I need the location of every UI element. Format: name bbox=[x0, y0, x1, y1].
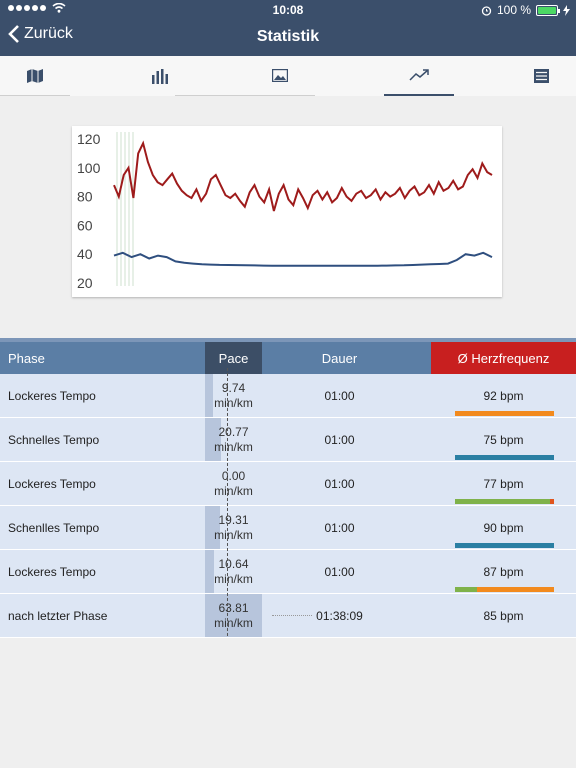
battery-icon bbox=[536, 4, 560, 16]
y-tick-label: 80 bbox=[77, 189, 93, 205]
status-bar: 10:08 100 % bbox=[0, 0, 576, 20]
pace-value: 10.64 bbox=[218, 556, 249, 571]
status-time: 10:08 bbox=[272, 3, 304, 17]
dauer-value: 01:00 bbox=[324, 432, 355, 447]
pace-unit: min/km bbox=[214, 439, 253, 454]
bar-chart-icon bbox=[152, 68, 168, 84]
y-tick-label: 100 bbox=[77, 160, 101, 176]
dauer-value: 01:00 bbox=[324, 564, 355, 579]
pace-value: 20.77 bbox=[218, 424, 249, 439]
dauer-value: 01:00 bbox=[324, 520, 355, 535]
heart-rate-zone-bar bbox=[455, 455, 554, 460]
charging-icon bbox=[563, 4, 570, 16]
list-icon bbox=[533, 69, 549, 83]
map-icon bbox=[27, 68, 43, 83]
heart-rate-zone-bar bbox=[455, 411, 554, 416]
header-phase[interactable]: Phase bbox=[8, 350, 45, 366]
status-left bbox=[8, 3, 66, 13]
pace-cell: 10.64 min/km bbox=[205, 550, 262, 593]
series-line bbox=[113, 140, 493, 212]
back-button[interactable]: Zurück bbox=[8, 25, 73, 43]
heart-rate-value: 90 bpm bbox=[483, 520, 524, 535]
table-row[interactable]: Schenlles Tempo 19.31 min/km 01:00 90 bpm bbox=[0, 506, 576, 550]
heart-rate-zone-bar bbox=[455, 587, 554, 592]
pace-unit: min/km bbox=[214, 615, 253, 630]
tab-bars[interactable] bbox=[125, 56, 195, 96]
phase-name: Lockeres Tempo bbox=[8, 388, 96, 403]
header-pace[interactable]: Pace bbox=[205, 342, 262, 374]
navigation-bar: Zurück Statistik bbox=[0, 20, 576, 56]
pace-cell: 20.77 min/km bbox=[205, 418, 262, 461]
header-dauer[interactable]: Dauer bbox=[321, 350, 358, 366]
pace-unit: min/km bbox=[214, 527, 253, 542]
dauer-value: 01:00 bbox=[324, 476, 355, 491]
dauer-value: 01:00 bbox=[324, 388, 355, 403]
heart-rate-value: 77 bpm bbox=[483, 476, 524, 491]
pace-cell: 9.74 min/km bbox=[205, 374, 262, 417]
phase-table: Phase Pace Dauer Ø Herzfrequenz Lockeres… bbox=[0, 338, 576, 638]
pace-cell: 0.00 min/km bbox=[205, 462, 262, 505]
signal-icon bbox=[8, 5, 46, 11]
series-line bbox=[113, 251, 493, 267]
heart-rate-zone-bar bbox=[455, 543, 554, 548]
pace-unit: min/km bbox=[214, 483, 253, 498]
table-body: Lockeres Tempo 9.74 min/km 01:00 92 bpm Schne… bbox=[0, 374, 576, 638]
heart-rate-zone-bar bbox=[455, 499, 554, 504]
back-label: Zurück bbox=[24, 25, 73, 42]
y-tick-label: 120 bbox=[77, 131, 101, 147]
tab-map[interactable] bbox=[0, 56, 70, 96]
tab-divider bbox=[175, 56, 245, 96]
phase-name: nach letzter Phase bbox=[8, 608, 108, 623]
tab-trend[interactable] bbox=[384, 56, 454, 96]
battery-percent: 100 % bbox=[496, 3, 531, 17]
pace-bar bbox=[205, 594, 262, 637]
heart-rate-chart: 120 100 80 60 40 20 bbox=[72, 126, 502, 297]
phase-name: Schnelles Tempo bbox=[8, 432, 100, 447]
pace-cell: 63.81 min/km bbox=[205, 594, 262, 637]
pace-bar bbox=[205, 374, 213, 417]
table-row[interactable]: Lockeres Tempo 10.64 min/km 01:00 87 bpm bbox=[0, 550, 576, 594]
wifi-icon bbox=[52, 3, 66, 13]
trend-line-icon bbox=[409, 69, 429, 81]
dotted-connector bbox=[272, 615, 312, 616]
phase-name: Schenlles Tempo bbox=[8, 520, 100, 535]
pace-cell: 19.31 min/km bbox=[205, 506, 262, 549]
heart-rate-value: 75 bpm bbox=[483, 432, 524, 447]
y-tick-label: 20 bbox=[77, 275, 93, 291]
table-row[interactable]: Lockeres Tempo 0.00 min/km 01:00 77 bpm bbox=[0, 462, 576, 506]
table-header: Phase Pace Dauer Ø Herzfrequenz bbox=[0, 338, 576, 374]
dauer-value: 01:38:09 bbox=[316, 608, 363, 623]
y-tick-label: 60 bbox=[77, 217, 93, 233]
pace-value: 19.31 bbox=[218, 512, 249, 527]
pace-reference-line bbox=[227, 368, 228, 636]
table-row[interactable]: nach letzter Phase 63.81 min/km 01:38:09 85 … bbox=[0, 594, 576, 638]
pace-bar bbox=[205, 550, 214, 593]
phase-name: Lockeres Tempo bbox=[8, 564, 96, 579]
heart-rate-value: 85 bpm bbox=[483, 608, 524, 623]
pace-bar bbox=[205, 506, 220, 549]
tab-bar bbox=[0, 56, 576, 96]
pace-value: 9.74 bbox=[221, 380, 246, 395]
y-tick-label: 40 bbox=[77, 246, 93, 262]
image-icon bbox=[272, 69, 288, 82]
status-right: 100 % bbox=[481, 3, 570, 17]
pace-value: 0.00 bbox=[221, 468, 246, 483]
heart-rate-value: 87 bpm bbox=[483, 564, 524, 579]
heart-rate-value: 92 bpm bbox=[483, 388, 524, 403]
tab-image[interactable] bbox=[245, 56, 315, 96]
table-row[interactable]: Lockeres Tempo 9.74 min/km 01:00 92 bpm bbox=[0, 374, 576, 418]
header-heart-rate[interactable]: Ø Herzfrequenz bbox=[431, 342, 576, 374]
pace-bar bbox=[205, 418, 221, 461]
pace-value: 63.81 bbox=[218, 600, 249, 615]
alarm-icon bbox=[481, 5, 492, 16]
phase-name: Lockeres Tempo bbox=[8, 476, 96, 491]
pace-unit: min/km bbox=[214, 571, 253, 586]
chevron-left-icon bbox=[8, 25, 19, 43]
pace-unit: min/km bbox=[214, 395, 253, 410]
page-title: Statistik bbox=[256, 28, 320, 45]
tab-list[interactable] bbox=[506, 56, 576, 96]
chart-canvas: 120 100 80 60 40 20 bbox=[77, 131, 493, 291]
table-row[interactable]: Schnelles Tempo 20.77 min/km 01:00 75 bpm bbox=[0, 418, 576, 462]
